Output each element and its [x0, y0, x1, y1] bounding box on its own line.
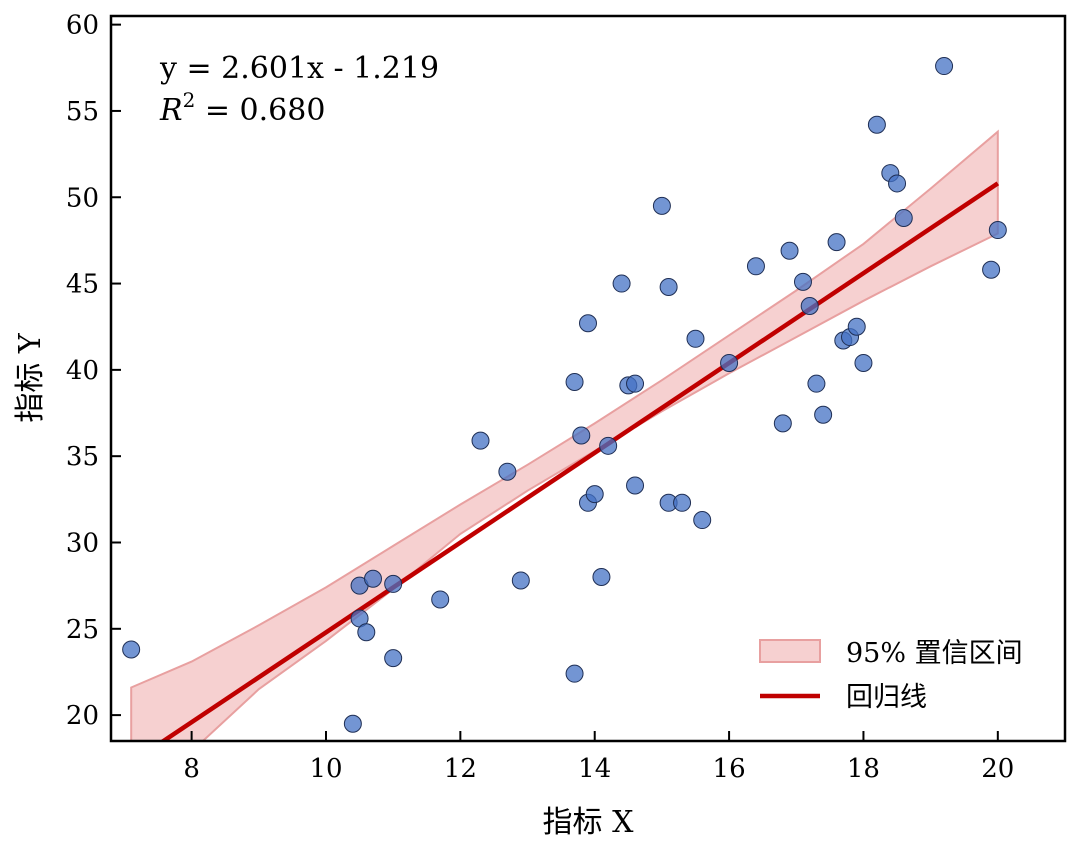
- legend-band-swatch: [759, 639, 821, 663]
- scatter-point: [659, 278, 678, 297]
- x-tick-label: 8: [183, 754, 200, 784]
- x-tick-label: 12: [444, 754, 477, 784]
- scatter-point: [612, 274, 631, 293]
- y-tick-label: 60: [66, 11, 99, 41]
- scatter-point: [746, 257, 765, 276]
- scatter-point: [565, 372, 584, 391]
- y-tick-label: 35: [66, 442, 99, 472]
- scatter-point: [780, 241, 799, 260]
- r-squared-symbol: R: [159, 93, 183, 128]
- scatter-point: [498, 462, 517, 481]
- x-axis-label: 指标 X: [543, 805, 635, 840]
- scatter-point: [693, 511, 712, 530]
- legend-label-band: 95% 置信区间: [846, 638, 1023, 669]
- r-squared-annotation: R2 = 0.680: [159, 88, 325, 128]
- scatter-point: [814, 405, 833, 424]
- scatter-point: [599, 436, 618, 455]
- x-tick-label: 14: [578, 754, 611, 784]
- y-tick-label: 20: [66, 701, 99, 731]
- scatter-point: [585, 485, 604, 504]
- scatter-point: [935, 57, 954, 76]
- scatter-point: [982, 260, 1001, 279]
- legend-label-line: 回归线: [846, 682, 927, 713]
- regression-line: [159, 181, 1000, 741]
- scatter-point: [384, 649, 403, 668]
- y-tick-label: 50: [66, 183, 99, 213]
- scatter-point: [807, 374, 826, 393]
- r-squared-exponent: 2: [183, 88, 196, 112]
- r-squared-value: = 0.680: [195, 93, 325, 128]
- x-tick-label: 20: [981, 754, 1014, 784]
- scatter-point: [357, 623, 376, 642]
- x-tick-label: 18: [847, 754, 880, 784]
- scatter-point: [888, 174, 907, 193]
- regression-equation: y = 2.601x - 1.219: [159, 51, 439, 86]
- plot-frame: [109, 14, 1067, 743]
- legend: 95% 置信区间 回归线: [759, 638, 1023, 713]
- scatter-point: [854, 353, 873, 372]
- scatter-point: [471, 431, 490, 450]
- scatter-point: [847, 317, 866, 336]
- scatter-point: [652, 196, 671, 215]
- scatter-point: [773, 414, 792, 433]
- scatter-point: [511, 571, 530, 590]
- scatter-point: [673, 493, 692, 512]
- scatter-point: [686, 329, 705, 348]
- scatter-point: [800, 297, 819, 315]
- scatter-point: [988, 221, 1007, 240]
- y-axis-ticks: 20 25 30 35 40 45 50 55 60: [66, 11, 121, 731]
- scatter-point: [565, 664, 584, 683]
- scatter-point: [894, 208, 913, 227]
- y-axis-label: 指标 Y: [13, 332, 48, 423]
- scatter-point: [572, 426, 591, 445]
- scatter-point: [384, 574, 403, 593]
- y-tick-label: 30: [66, 528, 99, 558]
- scatter-point: [579, 314, 597, 333]
- scatter-point: [431, 590, 450, 609]
- x-axis-ticks: 8 10 12 14 16 18 20: [183, 731, 1014, 784]
- scatter-point: [867, 115, 886, 134]
- scatter-point: [827, 233, 846, 252]
- y-tick-label: 45: [66, 270, 99, 300]
- y-tick-label: 40: [66, 356, 99, 386]
- scatter-point: [122, 640, 141, 659]
- scatter-point: [364, 569, 383, 588]
- x-tick-label: 10: [309, 754, 342, 784]
- scatter-point: [343, 714, 362, 733]
- y-tick-label: 55: [66, 97, 99, 127]
- y-tick-label: 25: [66, 615, 99, 645]
- scatter-point: [720, 353, 739, 372]
- scatter-points-layer: [122, 57, 1007, 733]
- scatter-point: [592, 568, 611, 587]
- regression-line-layer: [159, 181, 1000, 741]
- scatter-point: [626, 374, 645, 393]
- x-tick-label: 16: [713, 754, 746, 784]
- scatter-point: [793, 272, 812, 291]
- scatter-point: [626, 476, 645, 495]
